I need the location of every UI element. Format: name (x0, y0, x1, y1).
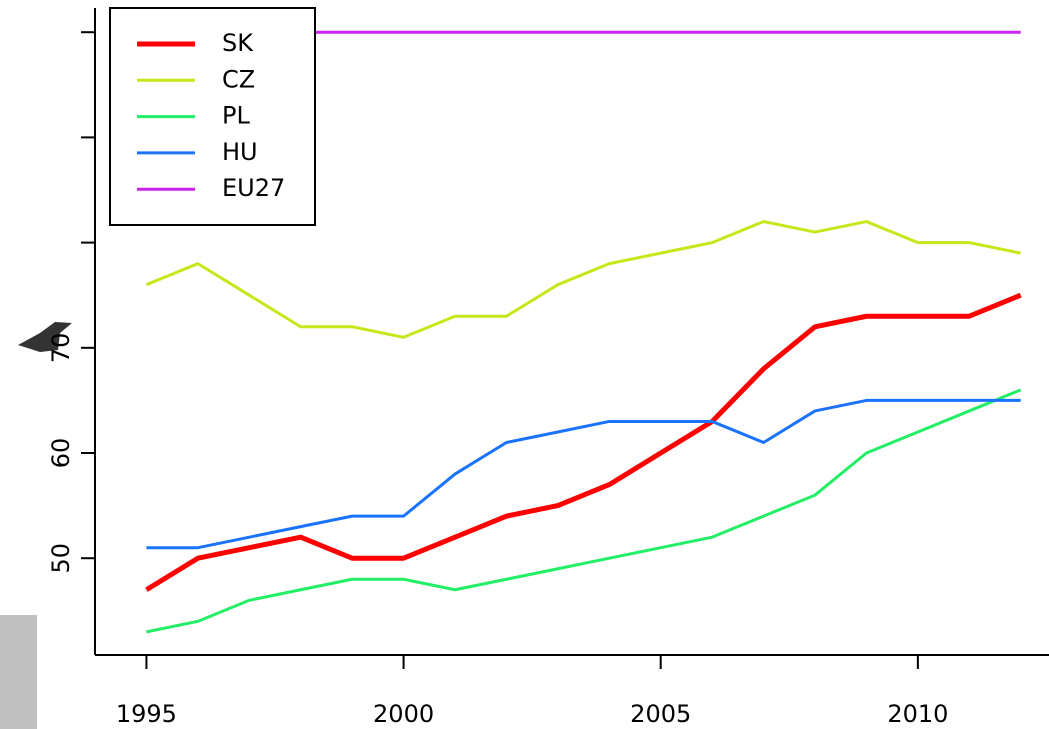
legend-label: SK (222, 29, 254, 57)
legend-label: CZ (222, 65, 255, 93)
y-tick-label: 60 (47, 438, 75, 469)
legend-label: PL (222, 102, 250, 130)
side-panel (0, 615, 37, 729)
y-tick-label: 50 (47, 543, 75, 574)
y-tick-label: 70 (47, 333, 75, 364)
icon (18, 322, 72, 352)
series-line (145, 292, 1022, 592)
legend-label: EU27 (222, 174, 285, 202)
legend-label: HU (222, 138, 258, 166)
series-line (146, 398, 1021, 550)
x-tick-label: 1995 (116, 700, 177, 728)
x-tick-label: 2000 (373, 700, 434, 728)
x-tick-label: 2005 (630, 700, 691, 728)
x-tick-label: 2010 (887, 700, 948, 728)
series-line (145, 220, 1022, 339)
series-line (146, 388, 1022, 634)
